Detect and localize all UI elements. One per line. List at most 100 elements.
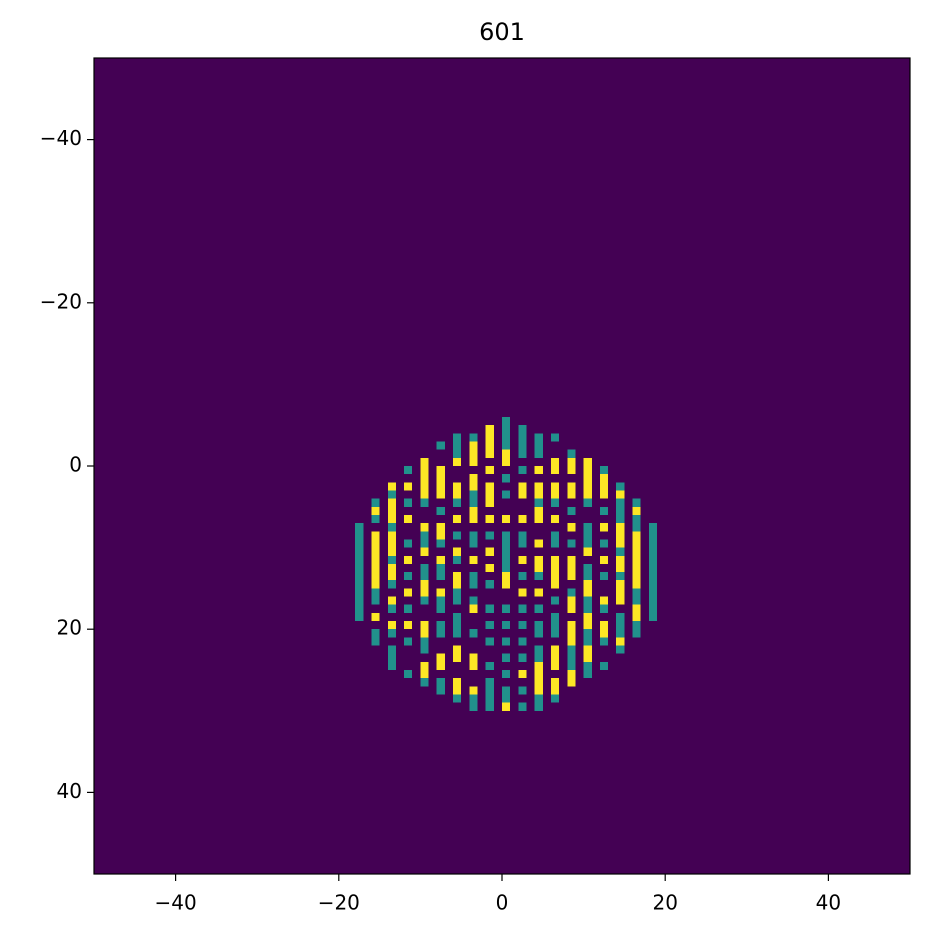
heatmap-cell — [599, 523, 609, 532]
heatmap-cell — [550, 482, 560, 499]
heatmap-cell — [583, 596, 592, 613]
heatmap-cell — [599, 596, 609, 605]
heatmap-cell — [469, 531, 478, 548]
heatmap-cell — [387, 498, 396, 524]
heatmap-cell — [436, 466, 445, 499]
heatmap-cell — [567, 621, 576, 646]
heatmap-cell — [534, 555, 543, 573]
heatmap-cell — [371, 531, 380, 589]
heatmap-cell — [599, 637, 609, 646]
heatmap-cell — [599, 604, 609, 613]
heatmap-cell — [453, 645, 462, 662]
heatmap-cell — [518, 670, 527, 679]
heatmap-cell — [420, 547, 429, 556]
heatmap-cell — [469, 572, 478, 589]
heatmap-cell — [616, 621, 625, 638]
heatmap-cell — [616, 482, 625, 491]
heatmap-cell — [534, 661, 543, 679]
heatmap-cell — [420, 580, 429, 597]
heatmap-cell — [436, 506, 445, 515]
heatmap-cell — [469, 604, 478, 613]
y-tick-label: 40 — [57, 779, 82, 803]
heatmap-cell — [616, 645, 625, 654]
heatmap-cell — [485, 678, 494, 703]
heatmap-cell — [502, 604, 511, 613]
heatmap-cell — [485, 621, 494, 630]
heatmap-cell — [502, 621, 511, 630]
heatmap-cell — [502, 572, 511, 589]
heatmap-cell — [534, 678, 543, 695]
y-tick-label: −40 — [40, 126, 82, 150]
y-tick-label: −20 — [40, 289, 82, 313]
heatmap-cell — [469, 596, 478, 605]
heatmap-cell — [518, 555, 527, 564]
heatmap-cell — [404, 514, 413, 524]
heatmap-cell — [387, 596, 396, 605]
heatmap-cell — [371, 514, 380, 524]
heatmap-cell — [599, 572, 609, 581]
heatmap-cell — [387, 621, 396, 630]
heatmap-cell — [436, 539, 445, 548]
heatmap-cell — [404, 637, 413, 646]
heatmap-cell — [518, 604, 527, 613]
heatmap-cell — [502, 686, 511, 703]
heatmap-cell — [485, 563, 494, 573]
heatmap-cell — [502, 637, 511, 646]
heatmap-cell — [534, 498, 543, 507]
heatmap-cell — [387, 531, 396, 556]
heatmap-cell — [502, 417, 511, 450]
heatmap-cell — [518, 466, 527, 475]
heatmap-cell — [550, 612, 560, 638]
heatmap-cell — [567, 506, 576, 515]
heatmap-cell — [387, 482, 396, 491]
heatmap-cell — [485, 514, 494, 524]
heatmap-cell — [534, 482, 543, 499]
heatmap-cell — [502, 490, 511, 499]
heatmap-cell — [599, 621, 609, 638]
heatmap-cell — [567, 555, 576, 581]
heatmap-cell — [453, 547, 462, 556]
heatmap-cell — [453, 498, 462, 507]
heatmap-cell — [583, 580, 592, 597]
heatmap-cell — [420, 498, 429, 507]
heatmap-cell — [567, 449, 576, 458]
heatmap-cell — [469, 629, 478, 638]
heatmap-cell — [387, 604, 396, 613]
heatmap-cell — [469, 555, 478, 564]
x-tick-label: 0 — [496, 891, 509, 915]
heatmap-cell — [632, 498, 641, 507]
heatmap-cell — [616, 547, 625, 556]
heatmap-cell — [469, 474, 478, 491]
heatmap-cell — [387, 563, 396, 581]
heatmap-cell — [502, 531, 511, 573]
heatmap-cell — [355, 523, 364, 622]
heatmap-cell — [371, 498, 380, 507]
heatmap-cell — [469, 694, 478, 711]
heatmap-cell — [453, 694, 462, 703]
heatmap-cell — [387, 555, 396, 564]
heatmap-cell — [550, 531, 560, 548]
heatmap-cell — [485, 466, 494, 475]
heatmap-cell — [485, 580, 494, 589]
heatmap-cell — [616, 531, 625, 548]
heatmap-cell — [583, 629, 592, 646]
heatmap-cell — [518, 572, 527, 581]
heatmap-cell — [436, 441, 445, 450]
heatmap-cell — [453, 514, 462, 524]
x-tick-label: 40 — [816, 891, 841, 915]
heatmap-cell — [436, 588, 445, 597]
heatmap-cell — [518, 702, 527, 711]
x-tick-label: −20 — [318, 891, 360, 915]
heatmap-cell — [436, 555, 445, 564]
heatmap-cell — [420, 621, 429, 638]
heatmap-cell — [453, 678, 462, 695]
heatmap-cell — [502, 449, 511, 466]
heatmap-cell — [436, 678, 445, 695]
heatmap-cell — [534, 441, 543, 458]
heatmap-cell — [420, 637, 429, 654]
heatmap-cell — [404, 555, 413, 564]
heatmap-cell — [502, 670, 511, 679]
y-tick-label: 0 — [69, 453, 82, 477]
heatmap-cell — [404, 588, 413, 597]
heatmap-cell — [534, 645, 543, 662]
